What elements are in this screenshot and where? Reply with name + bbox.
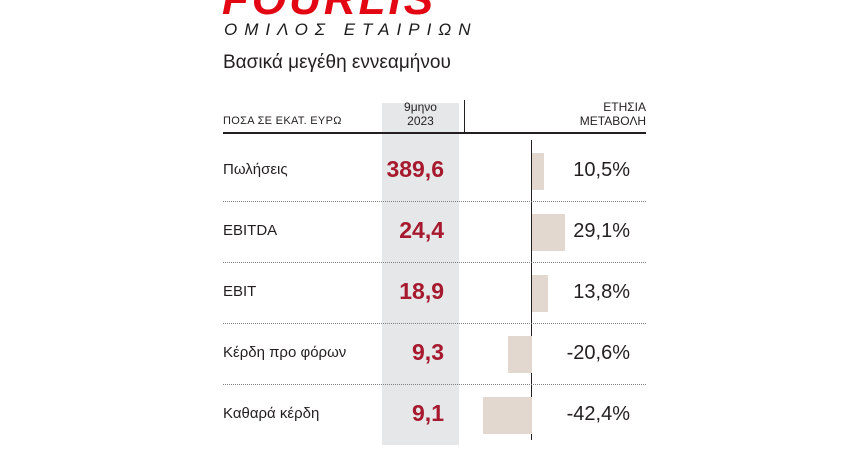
- bar-axis-line: [531, 140, 532, 440]
- company-logo: FOURLIS ΟΜΙΛΟΣ ΕΤΑΙΡΙΩΝ: [222, 0, 482, 44]
- row-label: EBIT: [223, 283, 257, 300]
- change-bar: [532, 152, 545, 190]
- row-change: 13,8%: [573, 281, 630, 303]
- row-value: 24,4: [399, 217, 444, 243]
- change-bar: [508, 335, 532, 373]
- row-change: 10,5%: [573, 159, 630, 181]
- row-change: 29,1%: [573, 220, 630, 242]
- logo-wordmark: FOURLIS: [222, 0, 436, 22]
- change-bar: [532, 274, 548, 312]
- header-rule: [223, 132, 646, 134]
- row-divider: [223, 262, 646, 263]
- row-value: 9,3: [412, 339, 444, 365]
- row-value: 389,6: [386, 156, 444, 182]
- row-change: -42,4%: [566, 403, 630, 425]
- logo-tagline: ΟΜΙΛΟΣ ΕΤΑΙΡΙΩΝ: [224, 20, 478, 39]
- change-bar: [532, 213, 566, 251]
- header-label: ΠΟΣΑ ΣΕ ΕΚΑΤ. ΕΥΡΩ: [223, 115, 342, 127]
- row-divider: [223, 384, 646, 385]
- change-bar: [483, 396, 532, 434]
- header-change-line2: ΜΕΤΑΒΟΛΗ: [579, 114, 646, 128]
- row-label: EBITDA: [223, 222, 278, 239]
- row-label: Καθαρά κέρδη: [223, 405, 320, 422]
- header-period: 9μηνο 2023: [382, 100, 459, 128]
- header-change: ΕΤΗΣΙΑ ΜΕΤΑΒΟΛΗ: [548, 100, 646, 128]
- header-period-line2: 2023: [407, 114, 434, 128]
- row-divider: [223, 201, 646, 202]
- period-column-shade: [382, 103, 459, 445]
- row-label: Πωλήσεις: [223, 161, 288, 178]
- row-divider: [223, 323, 646, 324]
- chart-title: Βασικά μεγέθη εννεαμήνου: [223, 52, 451, 73]
- row-label: Κέρδη προ φόρων: [223, 344, 347, 361]
- row-value: 18,9: [399, 278, 444, 304]
- row-value: 9,1: [412, 400, 444, 426]
- header-period-line1: 9μηνο: [404, 100, 437, 114]
- header-change-line1: ΕΤΗΣΙΑ: [603, 100, 646, 114]
- header-divider-1: [464, 100, 465, 132]
- row-change: -20,6%: [566, 342, 630, 364]
